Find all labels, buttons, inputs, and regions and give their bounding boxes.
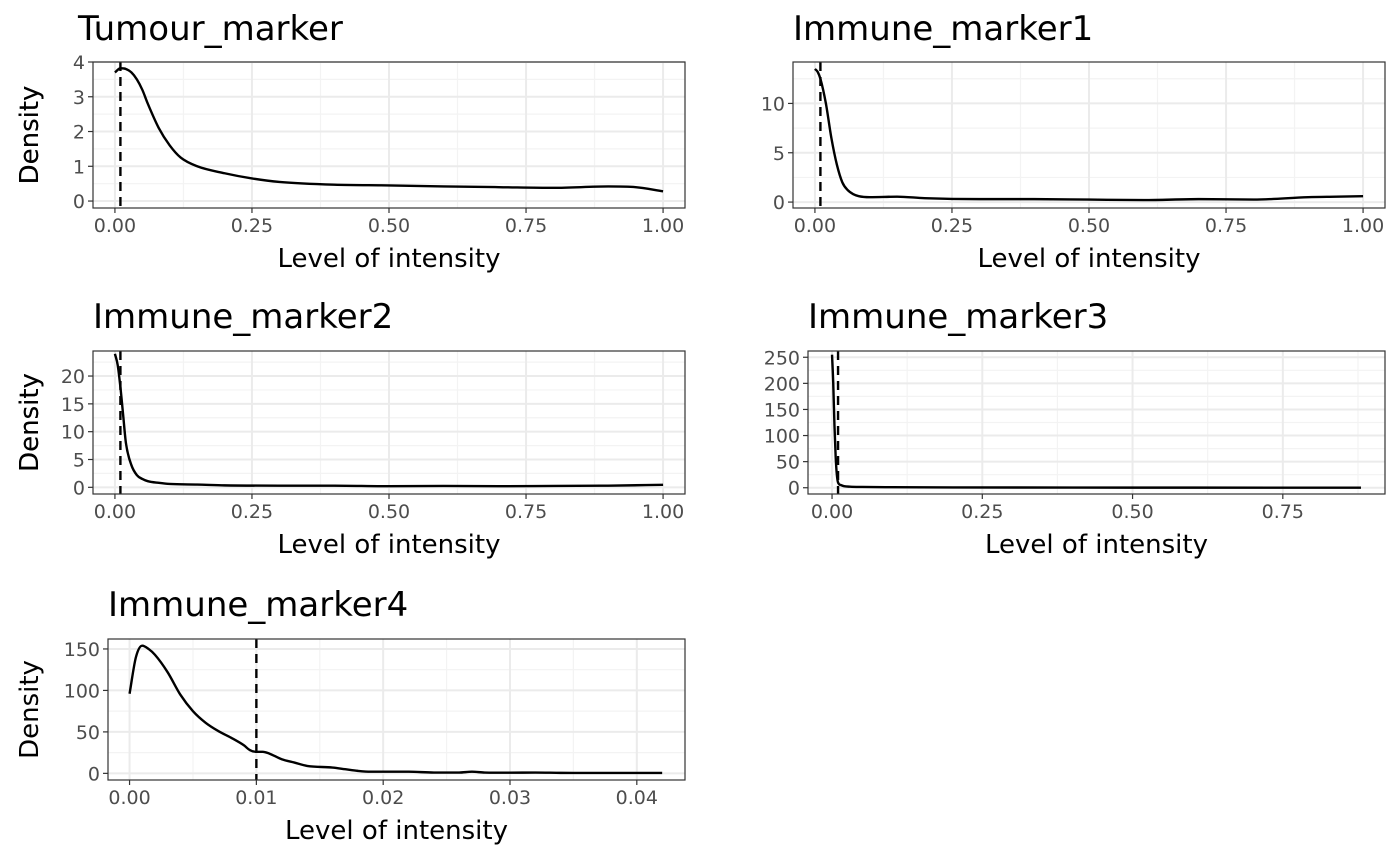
y-tick-label: 0 [73,477,85,499]
x-tick-label: 0.25 [961,501,1003,523]
y-axis-title: Density [15,86,45,185]
y-tick-label: 0 [788,478,800,500]
y-tick-label: 15 [61,394,85,416]
x-axis-title: Level of intensity [978,244,1201,274]
x-tick-label: 0.75 [505,215,547,237]
x-tick-label: 0.50 [368,501,410,523]
y-tick-label: 1 [73,156,85,178]
y-tick-label: 0 [773,192,785,214]
density-panel-3: 0.00 0.25 0.50 0.75 1.00 0 5 10 15 20 Level of int… [15,297,686,560]
y-tick-label: 100 [764,426,800,448]
panel-title: Immune_marker1 [793,9,1093,49]
y-tick-label: 50 [76,722,100,744]
panel-title: Immune_marker2 [93,297,393,337]
y-tick-label: 50 [776,452,800,474]
x-axis-title: Level of intensity [278,244,501,274]
y-tick-label: 0 [88,763,100,785]
y-tick-label: 4 [73,52,85,74]
y-tick-label: 3 [73,87,85,109]
x-tick-label: 0.02 [362,787,404,809]
y-tick-label: 150 [764,399,800,421]
x-tick-label: 1.00 [642,501,684,523]
density-curve [128,644,663,775]
y-tick-label: 200 [764,373,800,395]
x-tick-label: 0.00 [94,215,136,237]
panel-border [807,350,1386,495]
x-tick-label: 0.50 [1111,501,1153,523]
y-tick-label: 150 [64,639,100,661]
x-tick-label: 1.00 [642,215,684,237]
y-axis-title: Density [15,373,45,472]
y-tick-label: 100 [64,680,100,702]
x-tick-label: 0.25 [231,501,273,523]
x-tick-label: 0.25 [231,215,273,237]
y-tick-label: 10 [761,93,785,115]
panel-title: Immune_marker3 [808,297,1108,337]
x-tick-label: 0.00 [108,787,150,809]
y-tick-label: 2 [73,122,85,144]
panel-title: Immune_marker4 [108,585,408,625]
x-tick-label: 0.00 [794,215,836,237]
y-tick-label: 20 [61,366,85,388]
x-axis-title: Level of intensity [278,530,501,560]
y-axis-title: Density [15,373,45,472]
x-tick-label: 0.25 [931,215,973,237]
x-tick-label: 0.50 [368,215,410,237]
y-axis-title: Density [15,86,45,185]
panel-border [107,638,686,781]
y-tick-label: 250 [764,347,800,369]
density-panel-5: 0.00 0.01 0.02 0.03 0.04 0 50 100 150 Level of in… [15,585,686,846]
x-tick-label: 0.75 [1262,501,1304,523]
x-tick-label: 0.50 [1068,215,1110,237]
x-tick-label: 0.75 [1205,215,1247,237]
x-axis-title: Level of intensity [985,530,1208,560]
density-curve [830,354,1361,489]
x-tick-label: 1.00 [1342,215,1384,237]
x-tick-label: 0.04 [616,787,658,809]
panel-title: Tumour_marker [77,9,343,49]
x-axis-title: Level of intensity [285,816,508,846]
density-curve [814,68,1364,202]
x-tick-label: 0.75 [505,501,547,523]
panel-background [108,639,685,780]
y-axis-title: Density [15,660,45,759]
y-tick-label: 0 [73,191,85,213]
x-tick-label: 0.00 [94,501,136,523]
x-tick-label: 0.01 [235,787,277,809]
x-tick-label: 0.03 [489,787,531,809]
y-tick-label: 5 [773,143,785,165]
x-tick-label: 0.00 [811,501,853,523]
density-curve [113,353,664,488]
y-tick-label: 5 [73,450,85,472]
density-panel-1: 0.00 0.25 0.50 0.75 1.00 0 1 2 3 4 Level of intens… [15,9,686,274]
y-tick-label: 10 [61,422,85,444]
density-curve [114,67,664,193]
